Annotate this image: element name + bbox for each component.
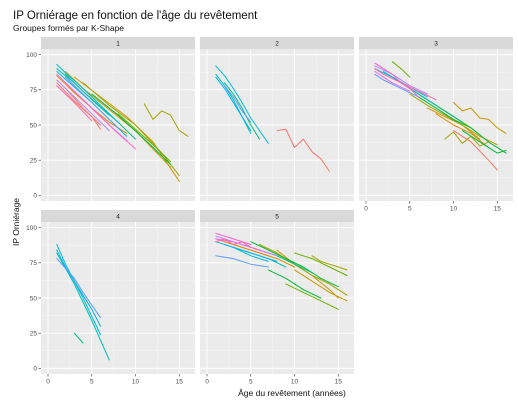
- series-line: [56, 68, 110, 116]
- chart-title: IP Orniérage en fonction de l'âge du rev…: [13, 10, 258, 22]
- y-tick-label: 100: [26, 225, 37, 232]
- facet-panel-3: 3 0 5 10 15: [359, 37, 513, 213]
- series-line: [435, 113, 489, 148]
- x-tick-label: 10: [450, 206, 458, 213]
- series-line: [65, 82, 136, 150]
- series-line: [374, 71, 411, 92]
- series-line: [82, 82, 180, 177]
- series-line: [56, 249, 101, 327]
- facet-strip-label: 4: [116, 214, 120, 221]
- series-line: [418, 96, 507, 154]
- facet-strip: [41, 37, 195, 49]
- series-line: [294, 269, 348, 302]
- y-tick-label: 100: [26, 52, 37, 59]
- x-axis-title: Âge du revêtement (années): [238, 388, 346, 398]
- series-line: [143, 103, 189, 137]
- series-line: [224, 82, 260, 140]
- facet-panel-5: 5 0 5 10 15: [200, 210, 354, 386]
- series-line: [56, 85, 93, 122]
- series-line: [56, 258, 101, 319]
- series-line: [215, 65, 269, 144]
- x-tick-label: 15: [335, 379, 343, 386]
- series-line: [374, 68, 437, 101]
- x-tick-label: 0: [205, 379, 209, 386]
- series-line: [409, 93, 481, 140]
- series-line: [224, 85, 252, 123]
- y-tick-label: 0: [33, 366, 37, 373]
- series-line: [374, 65, 428, 95]
- y-tick-label: 50: [30, 295, 38, 302]
- series-line: [73, 332, 84, 344]
- series-line: [65, 76, 119, 129]
- facet-strip: [359, 37, 513, 49]
- facet-panel-2: 2: [200, 37, 354, 201]
- x-tick-label: 15: [176, 379, 184, 386]
- series-line: [250, 241, 339, 288]
- series-line: [276, 128, 330, 172]
- series-line: [117, 113, 171, 163]
- series-line: [91, 93, 171, 165]
- x-tick-label: 0: [364, 206, 368, 213]
- facet-panel-1: 1 0 25 50 75 100: [26, 37, 195, 201]
- series-line: [453, 130, 498, 171]
- series-line: [224, 241, 295, 268]
- facet-panel-4: 4 0 25 50 75 100 0 5 10 15: [26, 210, 195, 386]
- series-line: [215, 76, 252, 132]
- y-tick-label: 25: [30, 330, 38, 337]
- chart-subtitle: Groupes formés par K-Shape: [13, 23, 124, 33]
- series-line: [65, 87, 101, 126]
- x-tick-label: 0: [46, 379, 50, 386]
- facet-strip: [200, 37, 354, 49]
- series-line: [461, 130, 507, 154]
- series-line: [391, 61, 411, 78]
- facet-strip: [200, 210, 354, 222]
- y-tick-label: 0: [33, 193, 37, 200]
- series-line: [56, 82, 101, 130]
- series-line: [453, 102, 507, 134]
- y-tick-label: 75: [30, 87, 38, 94]
- series-line: [56, 64, 119, 123]
- series-line: [259, 244, 348, 296]
- x-tick-label: 10: [132, 379, 140, 386]
- x-tick-label: 15: [494, 206, 502, 213]
- facet-strip: [41, 210, 195, 222]
- series-line: [374, 68, 428, 98]
- series-line: [215, 238, 260, 251]
- series-line: [444, 131, 489, 147]
- series-line: [224, 244, 278, 262]
- y-tick-label: 25: [30, 157, 38, 164]
- series-line: [311, 255, 348, 271]
- y-tick-label: 50: [30, 122, 38, 129]
- x-tick-label: 5: [408, 206, 412, 213]
- facet-strip-label: 2: [275, 41, 279, 48]
- x-tick-label: 5: [90, 379, 94, 386]
- series-line: [374, 73, 419, 98]
- series-line: [374, 62, 419, 98]
- facet-strip-label: 3: [434, 41, 438, 48]
- series-line: [215, 255, 269, 268]
- facet-strip-label: 5: [275, 214, 279, 221]
- series-line: [267, 269, 322, 299]
- x-tick-label: 10: [291, 379, 299, 386]
- series-line: [294, 252, 348, 276]
- series-line: [285, 283, 339, 310]
- facet-strip-label: 1: [116, 41, 120, 48]
- x-tick-label: 5: [249, 379, 253, 386]
- series-line: [56, 79, 110, 132]
- y-axis-title: IP Orniérage: [11, 198, 21, 246]
- y-tick-label: 75: [30, 260, 38, 267]
